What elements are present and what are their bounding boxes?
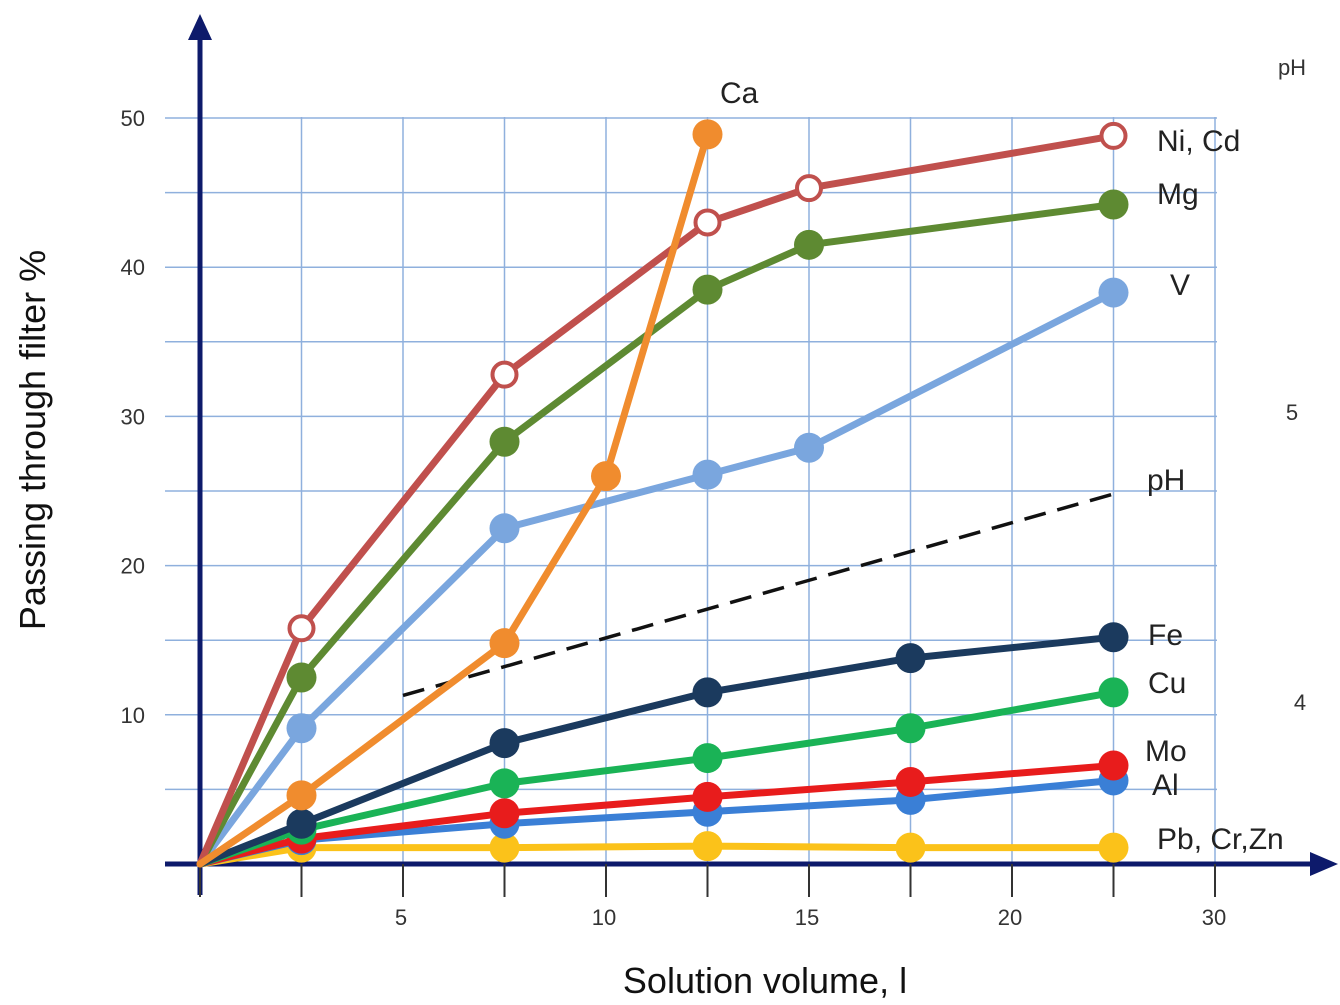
axes [165, 14, 1338, 897]
y-axis-arrow [188, 14, 212, 40]
x-tick-label: 30 [1202, 905, 1226, 930]
x-tick-label: 10 [592, 905, 616, 930]
y-tick-label: 10 [121, 703, 145, 728]
y-axis-title: Passing through filter % [12, 250, 53, 630]
data-point [895, 713, 926, 744]
series-line [196, 633, 1117, 868]
data-point [591, 461, 621, 492]
series-line [196, 201, 1117, 868]
data-point [692, 677, 723, 708]
data-point [1098, 677, 1129, 708]
series-line [196, 688, 1117, 868]
ph-scale-label-5: 5 [1286, 400, 1298, 425]
series-mg [196, 189, 1129, 868]
series-label-mo: Mo [1145, 735, 1187, 768]
series-label-pb-cr-zn: Pb, Cr,Zn [1157, 823, 1284, 856]
data-point [895, 832, 926, 863]
data-point [489, 798, 520, 829]
data-point [692, 119, 723, 150]
data-point [692, 831, 723, 862]
data-point [489, 628, 520, 659]
tick-labels: 5 10 15 20 30 10 20 30 40 50 [121, 106, 1227, 930]
data-point [895, 643, 926, 674]
data-point [489, 768, 520, 799]
data-point [895, 766, 926, 797]
data-point [286, 780, 317, 811]
data-point [489, 426, 520, 457]
grid [165, 117, 1217, 864]
data-point [286, 713, 317, 744]
series-line [196, 762, 1117, 868]
ph-dashed-line [402, 492, 1114, 698]
data-point [1098, 189, 1129, 220]
data-point [1098, 750, 1129, 781]
series-label-ni-cd: Ni, Cd [1157, 125, 1240, 158]
data-point [1098, 277, 1129, 308]
x-tick-label: 20 [998, 905, 1022, 930]
data-point [692, 781, 723, 812]
series-ca [196, 119, 723, 868]
data-point [692, 459, 723, 490]
x-axis-title: Solution volume, l [623, 960, 907, 1001]
series-ni-cd [196, 121, 1128, 868]
y-tick-label: 40 [121, 255, 145, 280]
data-point [489, 832, 520, 863]
data-point [794, 432, 824, 463]
data-point [1098, 832, 1129, 863]
series-fe [196, 622, 1129, 868]
series-label-v: V [1170, 269, 1190, 302]
x-tick-label: 15 [795, 905, 819, 930]
ph-scale-label-4: 4 [1294, 690, 1306, 715]
data-point [1098, 622, 1129, 653]
data-point [286, 808, 317, 839]
y-tick-label: 30 [121, 404, 145, 429]
label-ca-top: Ca [720, 77, 759, 110]
x-tick-label: 5 [395, 905, 407, 930]
data-point [1099, 121, 1128, 150]
series-label-mg: Mg [1157, 178, 1199, 211]
data-point [692, 274, 723, 305]
y-tick-label: 50 [121, 106, 145, 131]
series-label-fe: Fe [1148, 619, 1183, 652]
data-point [795, 174, 823, 203]
data-point [287, 614, 316, 643]
data-point [489, 513, 520, 544]
data-point [794, 229, 824, 260]
series-line [196, 132, 1117, 868]
series-layer [196, 119, 1129, 868]
x-axis-arrow [1310, 852, 1338, 876]
series-v [196, 277, 1129, 868]
series-line [196, 289, 1117, 868]
series-line [196, 842, 1117, 868]
data-point [692, 743, 723, 774]
data-point [490, 360, 519, 389]
ph-line-label: pH [1147, 464, 1185, 497]
data-point [286, 662, 317, 693]
data-point [489, 728, 520, 759]
y-tick-label: 20 [121, 554, 145, 579]
ph-scale-title: pH [1278, 55, 1306, 80]
data-point [693, 208, 722, 237]
series-label-al: Al [1152, 769, 1179, 802]
series-label-cu: Cu [1148, 667, 1186, 700]
ph-trend-line [402, 492, 1114, 698]
series-pb-cr-zn [196, 831, 1129, 868]
